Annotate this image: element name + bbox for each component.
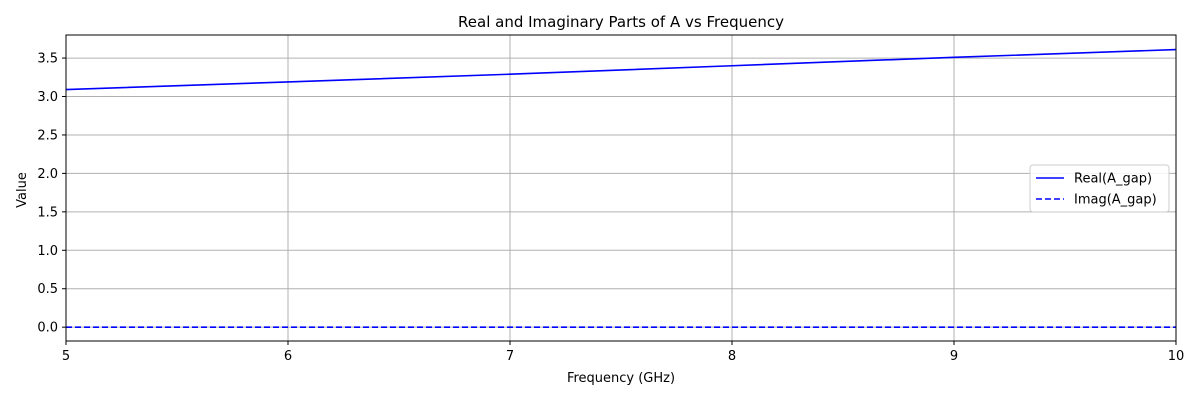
x-tick-label: 9 (950, 349, 958, 364)
chart-title: Real and Imaginary Parts of A vs Frequen… (458, 13, 784, 31)
series-line-1 (65, 48, 1177, 91)
y-tick-label: 2.0 (37, 167, 58, 182)
plot-area (65, 34, 1177, 342)
x-tick-label: 10 (1168, 349, 1185, 364)
y-tick-label: 0.5 (37, 282, 58, 297)
legend: Real(A_gap) Imag(A_gap) (1029, 164, 1170, 213)
y-tick-label: 1.0 (37, 244, 58, 259)
legend-box (1029, 164, 1170, 213)
grid (65, 35, 1177, 341)
series-group (65, 48, 1177, 328)
y-tick-label: 0.0 (37, 321, 58, 336)
y-axis-label: Value (15, 172, 30, 208)
x-tick-label: 5 (62, 349, 70, 364)
legend-label: Imag(A_gap) (1074, 193, 1157, 208)
x-tick-label: 7 (506, 349, 514, 364)
x-tick-label: 8 (728, 349, 736, 364)
y-tick-label: 3.5 (37, 52, 58, 67)
x-axis: 5 6 7 8 9 10 (62, 341, 1184, 364)
y-tick-label: 2.5 (37, 128, 58, 143)
y-tick-label: 3.0 (37, 90, 58, 105)
x-tick-label: 6 (284, 349, 292, 364)
y-axis: 0.0 0.5 1.0 1.5 2.0 2.5 3.0 3.5 (37, 52, 66, 336)
x-axis-label: Frequency (GHz) (567, 371, 675, 386)
y-tick-label: 1.5 (37, 205, 58, 220)
legend-label: Real(A_gap) (1074, 172, 1152, 187)
